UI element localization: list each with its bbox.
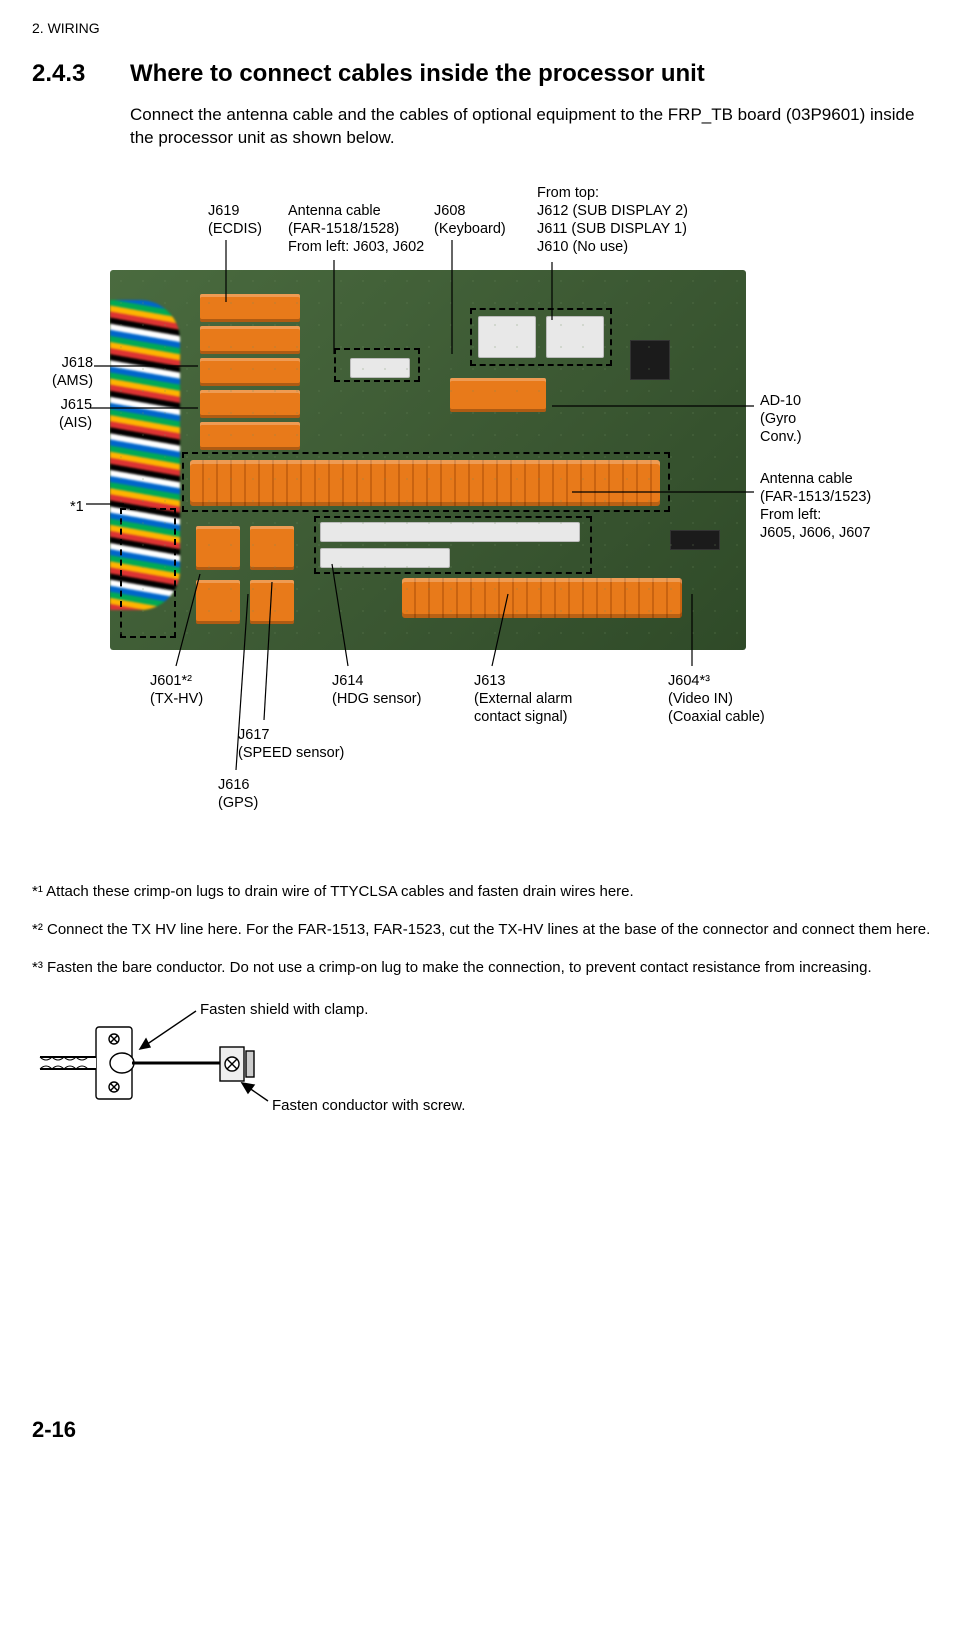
clamp-illustration: Fasten shield with clamp. Fasten conduct… [32,997,552,1137]
footnote-1: *¹ Attach these crimp-on lugs to drain w… [32,882,935,902]
section-heading: 2.4.3 Where to connect cables inside the… [32,60,935,88]
section-title: Where to connect cables inside the proce… [130,60,705,88]
section-number: 2.4.3 [32,60,130,88]
footnote-2: *² Connect the TX HV line here. For the … [32,920,935,940]
intro-paragraph: Connect the antenna cable and the cables… [130,104,935,150]
chapter-head: 2. WIRING [32,20,935,36]
footnote-3: *³ Fasten the bare conductor. Do not use… [32,958,935,978]
wiring-diagram: J619 (ECDIS) Antenna cable (FAR-1518/152… [32,174,935,854]
leader-lines [32,174,935,854]
page-number: 2-16 [32,1417,935,1443]
